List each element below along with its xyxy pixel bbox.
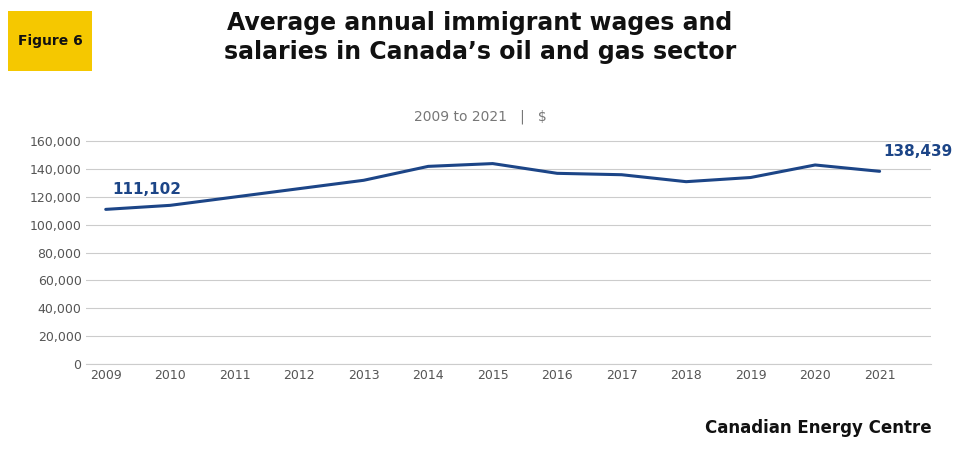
- Text: Figure 6: Figure 6: [17, 34, 83, 48]
- Text: Canadian Energy Centre: Canadian Energy Centre: [705, 419, 931, 437]
- Text: 2009 to 2021   |   $: 2009 to 2021 | $: [414, 109, 546, 124]
- Text: 138,439: 138,439: [883, 144, 952, 159]
- Text: 111,102: 111,102: [112, 182, 181, 197]
- Text: Average annual immigrant wages and
salaries in Canada’s oil and gas sector: Average annual immigrant wages and salar…: [224, 11, 736, 64]
